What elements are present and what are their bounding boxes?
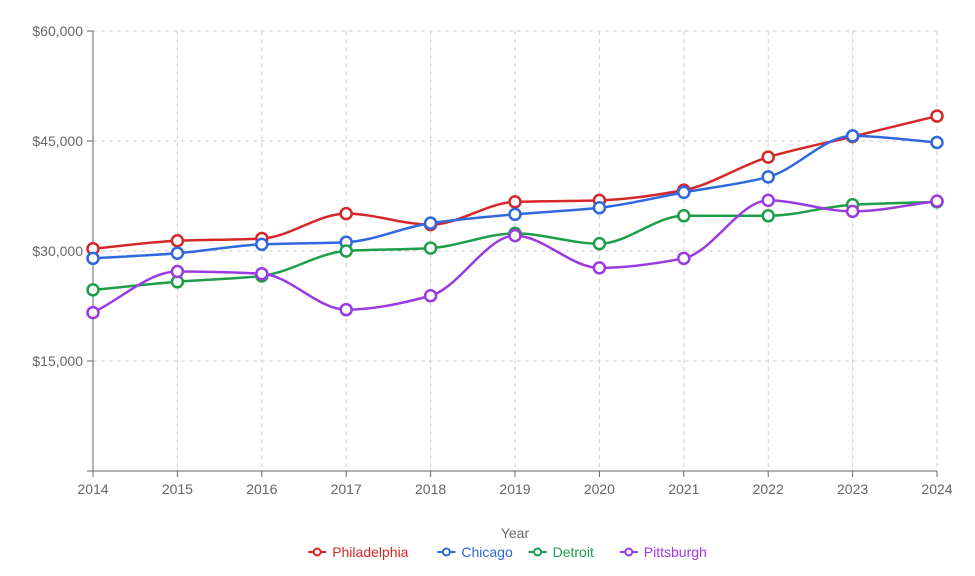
legend-marker-icon: [533, 547, 543, 557]
x-tick-label: 2016: [246, 481, 277, 497]
data-point-detroit[interactable]: [677, 209, 691, 223]
data-point-pittsburgh[interactable]: [677, 251, 691, 266]
data-point-detroit[interactable]: [592, 236, 607, 251]
data-point-detroit[interactable]: [339, 244, 353, 258]
data-point-chicago[interactable]: [677, 185, 691, 200]
legend: Philadelphia Chicago Detroit Pittsburgh: [308, 544, 707, 560]
data-point-chicago[interactable]: [930, 135, 944, 150]
x-tick-label: 2023: [837, 481, 868, 497]
legend-item-detroit[interactable]: Detroit: [528, 544, 594, 560]
data-point-pittsburgh[interactable]: [255, 266, 269, 281]
data-point-pittsburgh[interactable]: [592, 261, 607, 275]
series-chicago: [86, 129, 944, 266]
x-tick-label: 2014: [77, 481, 108, 497]
data-point-chicago[interactable]: [86, 251, 100, 266]
data-point-philadelphia[interactable]: [761, 150, 775, 164]
grid-lines: [93, 30, 938, 471]
legend-label: Detroit: [553, 544, 594, 560]
legend-label: Chicago: [461, 544, 513, 560]
data-point-pittsburgh[interactable]: [761, 193, 775, 208]
x-tick-label: 2015: [162, 481, 193, 497]
series-lines: [86, 109, 944, 320]
legend-marker-icon: [441, 547, 451, 557]
data-point-chicago[interactable]: [845, 129, 860, 143]
legend-item-pittsburgh[interactable]: Pittsburgh: [619, 544, 707, 560]
x-tick-label: 2018: [415, 481, 446, 497]
y-tick-label: $30,000: [32, 243, 83, 259]
data-point-detroit[interactable]: [423, 241, 438, 255]
axes: [87, 30, 938, 477]
legend-marker-icon: [624, 547, 634, 557]
x-tick-label: 2019: [499, 481, 530, 497]
x-tick-label: 2017: [331, 481, 362, 497]
data-point-pittsburgh[interactable]: [930, 194, 944, 208]
y-tick-label: $45,000: [32, 133, 83, 149]
data-point-philadelphia[interactable]: [508, 195, 522, 209]
data-point-chicago[interactable]: [170, 246, 185, 260]
data-point-chicago[interactable]: [761, 170, 775, 184]
data-point-pittsburgh[interactable]: [423, 288, 438, 303]
legend-item-philadelphia[interactable]: Philadelphia: [308, 544, 409, 560]
data-point-pittsburgh[interactable]: [845, 204, 860, 219]
data-point-chicago[interactable]: [255, 237, 269, 252]
legend-marker-icon: [312, 547, 322, 557]
data-point-pittsburgh[interactable]: [170, 264, 185, 279]
data-point-chicago[interactable]: [423, 216, 438, 230]
data-point-philadelphia[interactable]: [930, 109, 944, 123]
legend-label: Philadelphia: [332, 544, 408, 560]
data-point-pittsburgh[interactable]: [86, 305, 100, 320]
tick-labels: $15,000 $30,000 $45,000 $60,000 2014 2015 2016…: [32, 23, 952, 497]
legend-item-chicago[interactable]: Chicago: [437, 544, 513, 560]
y-tick-label: $60,000: [32, 23, 83, 39]
data-point-philadelphia[interactable]: [170, 233, 185, 248]
y-tick-label: $15,000: [32, 353, 83, 369]
x-axis-title: Year: [501, 525, 530, 541]
series-pittsburgh: [86, 193, 944, 320]
data-point-detroit[interactable]: [761, 209, 775, 223]
x-tick-label: 2024: [921, 481, 952, 497]
data-point-pittsburgh[interactable]: [339, 302, 353, 317]
data-point-detroit[interactable]: [86, 283, 100, 297]
data-point-pittsburgh[interactable]: [508, 228, 522, 243]
x-tick-label: 2022: [753, 481, 784, 497]
legend-label: Pittsburgh: [644, 544, 707, 560]
x-tick-label: 2020: [584, 481, 615, 497]
x-tick-label: 2021: [668, 481, 699, 497]
data-point-philadelphia[interactable]: [339, 206, 353, 221]
data-point-chicago[interactable]: [592, 200, 607, 215]
data-point-chicago[interactable]: [508, 207, 522, 222]
